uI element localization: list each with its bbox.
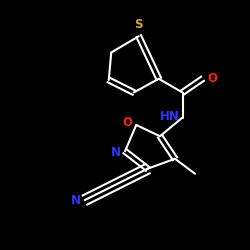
Text: O: O xyxy=(207,72,217,85)
Text: O: O xyxy=(122,116,132,128)
Text: N: N xyxy=(111,146,121,159)
Text: HN: HN xyxy=(160,110,180,123)
Text: N: N xyxy=(70,194,81,206)
Text: S: S xyxy=(134,18,143,31)
